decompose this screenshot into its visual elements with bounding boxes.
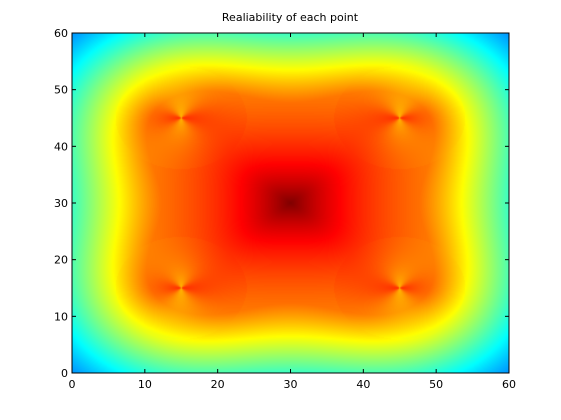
y-tick-label: 40 bbox=[54, 140, 68, 153]
y-tick-label: 0 bbox=[61, 367, 68, 380]
chart-title: Realiability of each point bbox=[222, 11, 359, 24]
x-tick-label: 20 bbox=[211, 378, 225, 391]
y-tick-label: 60 bbox=[54, 27, 68, 40]
x-tick-label: 0 bbox=[69, 378, 76, 391]
y-tick-label: 50 bbox=[54, 84, 68, 97]
y-tick-label: 10 bbox=[54, 310, 68, 323]
x-tick-label: 60 bbox=[502, 378, 516, 391]
axis-ticks: 0 10 20 30 40 50 60 0 10 20 30 40 50 60 bbox=[54, 27, 516, 391]
y-tick-label: 30 bbox=[54, 197, 68, 210]
heatmap-canvas bbox=[72, 33, 509, 373]
x-tick-label: 10 bbox=[138, 378, 152, 391]
y-tick-label: 20 bbox=[54, 254, 68, 267]
x-tick-label: 30 bbox=[284, 378, 298, 391]
plot-area bbox=[72, 33, 509, 373]
x-tick-label: 40 bbox=[356, 378, 370, 391]
x-tick-label: 50 bbox=[429, 378, 443, 391]
